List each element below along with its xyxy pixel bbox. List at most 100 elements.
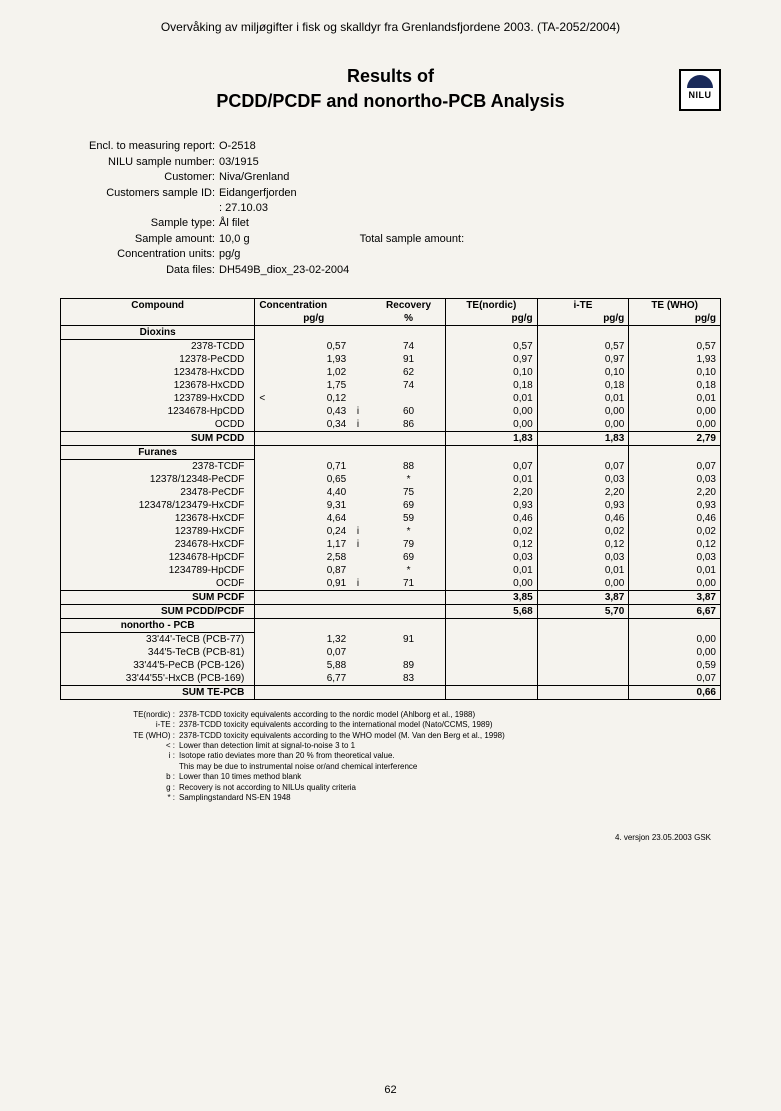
cell-ite: 2,20 [537,486,629,499]
meta-nilu-label: NILU sample number: [60,155,219,170]
page-number: 62 [0,1084,781,1096]
th-ite: i-TE [537,298,629,312]
cell-tewho: 0,00 [629,646,721,659]
document-page: Overvåking av miljøgifter i fisk og skal… [0,0,781,1111]
cell-prefix [255,339,277,353]
cell-conc: 0,43 [277,405,350,418]
cell-conc: 9,31 [277,499,350,512]
meta-total-label: Total sample amount: [360,232,465,247]
metadata-block: Encl. to measuring report:O-2518 NILU sa… [60,139,721,278]
th-pct: % [372,312,445,326]
cell-compound: 23478-PeCDF [61,486,255,499]
cell-tewho: 0,59 [629,659,721,672]
cell-ite: 0,93 [537,499,629,512]
cell-flag [350,551,372,564]
th-pgg-3: pg/g [537,312,629,326]
cell-compound: OCDF [61,577,255,591]
sum-tewho: 3,87 [629,590,721,604]
cell-prefix [255,366,277,379]
sum-ite: 3,87 [537,590,629,604]
cell-tenordic: 0,12 [445,538,537,551]
th-tenordic: TE(nordic) [445,298,537,312]
cell-tenordic [445,672,537,686]
cell-conc: 6,77 [277,672,350,686]
footnote-row: TE (WHO) :2378-TCDD toxicity equivalents… [120,731,721,741]
cell-conc: 1,75 [277,379,350,392]
cell-flag [350,512,372,525]
nilu-logo: NILU [679,69,721,111]
meta-stype-value: Ål filet [219,216,721,231]
cell-prefix [255,538,277,551]
cell-prefix [255,486,277,499]
meta-conc-value: pg/g [219,247,721,262]
footnote-text: Isotope ratio deviates more than 20 % fr… [179,751,721,761]
cell-recovery: 91 [372,353,445,366]
table-row: 1234678-HpCDD0,43 i600,000,000,00 [61,405,721,418]
cell-recovery: 60 [372,405,445,418]
sum-tewho: 0,66 [629,685,721,699]
table-row: 344'5-TeCB (PCB-81) 0,07 0,00 [61,646,721,659]
footnote-key: i-TE : [120,720,179,730]
footnote-row: i :Isotope ratio deviates more than 20 %… [120,751,721,761]
cell-tenordic: 0,46 [445,512,537,525]
cell-tenordic [445,659,537,672]
cell-prefix [255,405,277,418]
cell-prefix [255,659,277,672]
footnote-row: < :Lower than detection limit at signal-… [120,741,721,751]
cell-conc: 5,88 [277,659,350,672]
cell-ite: 0,01 [537,392,629,405]
cell-prefix [255,473,277,486]
table-row: 123478/123479-HxCDF9,31690,930,930,93 [61,499,721,512]
table-row: 23478-PeCDF4,40752,202,202,20 [61,486,721,499]
cell-ite [537,659,629,672]
cell-ite: 0,00 [537,405,629,418]
meta-customer-label: Customer: [60,170,219,185]
section-header: Furanes [61,445,255,459]
table-row: 12378-PeCDD1,93910,970,971,93 [61,353,721,366]
cell-conc: 0,07 [277,646,350,659]
cell-tewho: 0,03 [629,551,721,564]
cell-conc: 1,02 [277,366,350,379]
cell-compound: 33'44'5-PeCB (PCB-126) [61,659,255,672]
cell-compound: 123478/123479-HxCDF [61,499,255,512]
cell-conc: 0,87 [277,564,350,577]
footnote-row: * :Samplingstandard NS-EN 1948 [120,793,721,803]
cell-tewho: 2,20 [629,486,721,499]
cell-prefix [255,418,277,432]
cell-conc: 0,24 [277,525,350,538]
cell-compound: 344'5-TeCB (PCB-81) [61,646,255,659]
cell-prefix [255,499,277,512]
cell-prefix [255,672,277,686]
section-header: nonortho - PCB [61,618,255,632]
footnote-row: TE(nordic) :2378-TCDD toxicity equivalen… [120,710,721,720]
cell-prefix [255,459,277,473]
th-pgg-2: pg/g [445,312,537,326]
cell-recovery: * [372,564,445,577]
meta-data-value: DH549B_diox_23-02-2004 [219,263,721,278]
footnote-key [120,762,179,772]
cell-compound: 2378-TCDF [61,459,255,473]
footnote-row: g :Recovery is not according to NILUs qu… [120,783,721,793]
cell-compound: 123678-HxCDD [61,379,255,392]
th-compound: Compound [61,298,255,312]
sum-tenordic [445,685,537,699]
meta-conc-label: Concentration units: [60,247,219,262]
cell-flag [350,672,372,686]
table-row: 33'44'55'-HxCB (PCB-169)6,77830,07 [61,672,721,686]
cell-ite: 0,18 [537,379,629,392]
table-row: 1234789-HpCDF0,87*0,010,010,01 [61,564,721,577]
header-line: Overvåking av miljøgifter i fisk og skal… [60,20,721,34]
cell-recovery: 79 [372,538,445,551]
cell-tenordic: 0,18 [445,379,537,392]
sum-row: SUM PCDF3,853,873,87 [61,590,721,604]
table-row: 1234678-HpCDF2,58690,030,030,03 [61,551,721,564]
cell-ite: 0,10 [537,366,629,379]
title-line-2: PCDD/PCDF and nonortho-PCB Analysis [216,91,564,111]
sum-tenordic: 1,83 [445,431,537,445]
meta-samount-label: Sample amount: [60,232,219,247]
meta-encl-label: Encl. to measuring report: [60,139,219,154]
cell-prefix [255,632,277,646]
footnote-key: TE(nordic) : [120,710,179,720]
cell-compound: 1234678-HpCDD [61,405,255,418]
sum-row: SUM PCDD/PCDF5,685,706,67 [61,604,721,618]
